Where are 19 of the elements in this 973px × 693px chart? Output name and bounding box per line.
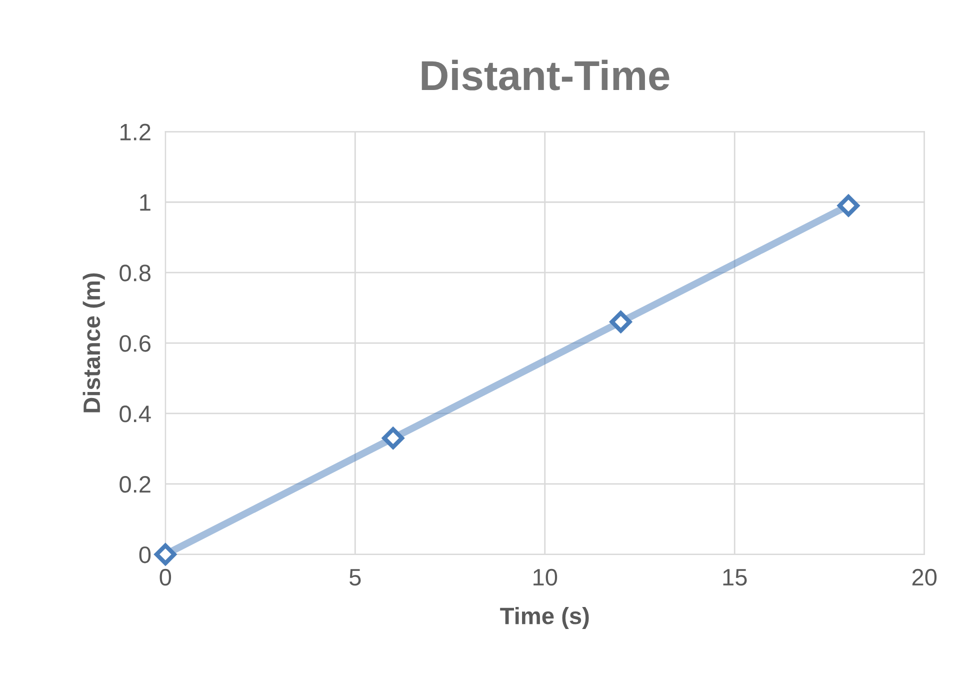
point — [382, 427, 404, 450]
y-tick-label: 0.6 — [120, 335, 150, 352]
y-axis-title: Distance (m) — [82, 273, 105, 412]
y-tick-label: 0.2 — [120, 476, 150, 493]
x-tick-label: 0 — [160, 568, 172, 586]
x-tick-label: 10 — [534, 568, 558, 586]
y-tick-label: 0.4 — [120, 406, 151, 422]
y-tick-label: 0 — [139, 546, 151, 564]
chart-title: Distant-Time — [422, 60, 670, 90]
y-tick-label: 1.2 — [120, 124, 150, 140]
x-axis-title: Time (s) — [500, 606, 589, 629]
x-tick-label: 20 — [912, 568, 937, 586]
x-tick-label: 5 — [350, 569, 361, 586]
point — [154, 543, 176, 566]
point — [838, 194, 860, 217]
y-tick-label: 0.8 — [120, 264, 150, 282]
y-tick-label: 1 — [140, 194, 150, 211]
x-tick-label: 15 — [723, 569, 747, 586]
point — [610, 310, 632, 333]
